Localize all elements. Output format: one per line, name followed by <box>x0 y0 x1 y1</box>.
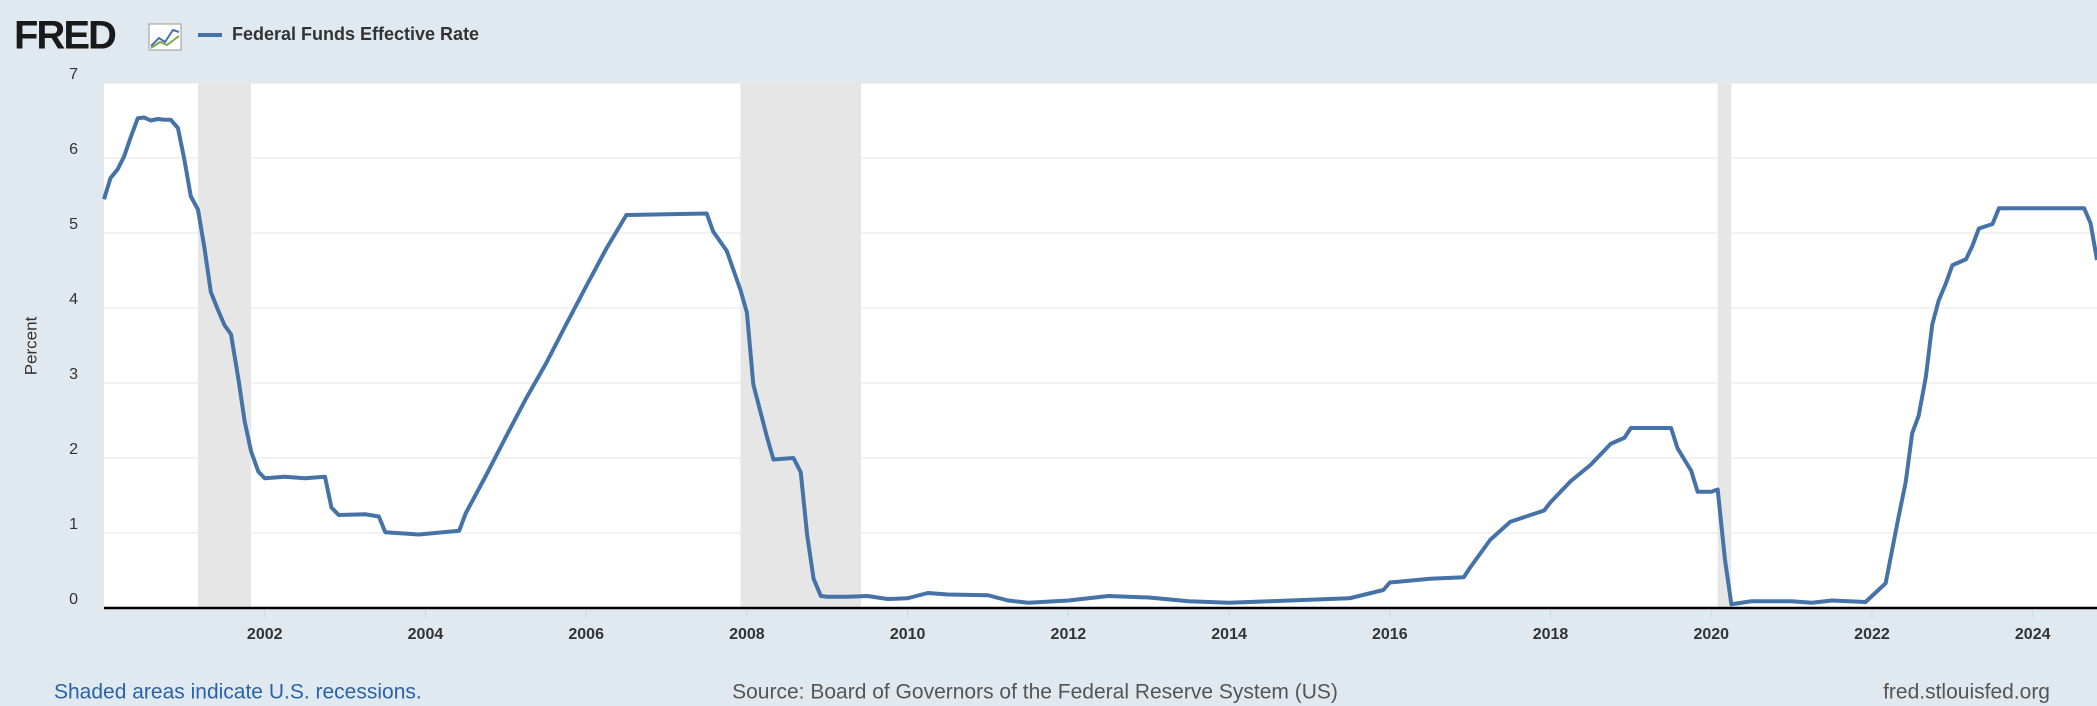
recession-band <box>740 83 862 608</box>
x-tick-label: 2006 <box>568 626 604 643</box>
logo-icon <box>148 23 182 51</box>
x-tick-label: 2018 <box>1533 626 1569 643</box>
y-axis-label: Percent <box>21 316 40 375</box>
logo[interactable]: FRED <box>14 14 118 58</box>
series-line <box>102 115 2097 607</box>
legend-label: Federal Funds Effective Rate <box>232 24 479 44</box>
x-tick-label: 2024 <box>2015 626 2051 643</box>
recession-note[interactable]: Shaded areas indicate U.S. recessions. <box>54 681 422 704</box>
x-tick-label: 2012 <box>1051 626 1087 643</box>
x-tick-label: 2020 <box>1693 626 1729 643</box>
x-tick-label: 2016 <box>1372 626 1408 643</box>
y-tick-label: 1 <box>69 516 78 533</box>
recession-band <box>198 83 252 608</box>
source: Source: Board of Governors of the Federa… <box>732 681 1338 704</box>
x-tick-label: 2008 <box>729 626 765 643</box>
x-tick-label: 2004 <box>408 626 444 643</box>
site[interactable]: fred.stlouisfed.org <box>1883 681 2050 704</box>
x-tick-label: 2010 <box>890 626 926 643</box>
y-tick-label: 2 <box>69 441 78 458</box>
y-tick-label: 7 <box>69 66 78 83</box>
x-tick-label: 2002 <box>247 626 283 643</box>
y-tick-label: 4 <box>69 291 78 308</box>
recession-band <box>1717 83 1732 608</box>
plot-area <box>104 83 2097 608</box>
y-tick-label: 3 <box>69 366 78 383</box>
x-tick-label: 2014 <box>1211 626 1247 643</box>
y-tick-label: 5 <box>69 216 78 233</box>
y-tick-label: 0 <box>69 591 78 608</box>
y-tick-label: 6 <box>69 141 78 158</box>
x-tick-label: 2022 <box>1854 626 1890 643</box>
